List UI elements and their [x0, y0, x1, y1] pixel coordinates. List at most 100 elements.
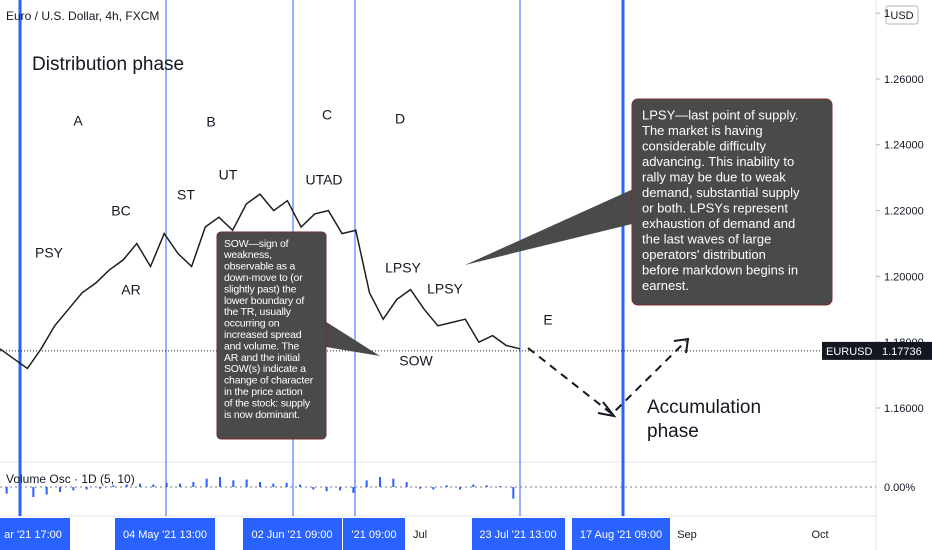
- note-line: increased spread: [224, 329, 302, 341]
- note-line: LPSY—last point of supply.: [642, 107, 799, 122]
- y-tick-label: 1.16000: [884, 403, 924, 415]
- event-label: ST: [177, 187, 195, 203]
- symbol: EURUSD: [826, 346, 873, 358]
- event-label: LPSY: [427, 281, 463, 297]
- volume-bar: [379, 477, 381, 487]
- volume-bar: [165, 482, 168, 487]
- volume-bar: [232, 480, 235, 487]
- volume-bar: [272, 483, 275, 487]
- x-tick-label: ar '21 17:00: [4, 529, 62, 541]
- note-line: the TR, usually: [224, 306, 292, 318]
- callout-pointer: [465, 186, 640, 265]
- volume-bar: [285, 482, 288, 487]
- x-tick-label: Jul: [413, 529, 427, 541]
- volume-bar: [219, 477, 221, 487]
- volume-bar: [59, 487, 61, 492]
- volume-bar: [139, 483, 141, 487]
- phase-label: E: [543, 312, 552, 328]
- price-box: [876, 341, 932, 360]
- note-line: operators' distribution: [642, 247, 766, 262]
- arrowhead: [673, 337, 690, 354]
- note-line: change of character: [224, 375, 314, 387]
- volume-tick-label: 0.00%: [884, 482, 915, 494]
- volume-bar: [19, 487, 21, 496]
- arrowhead: [597, 401, 617, 418]
- note-line: rally may be due to weak: [642, 169, 786, 184]
- note-line: The market is having: [642, 123, 763, 138]
- volume-bar: [339, 487, 341, 491]
- note-line: demand, substantial supply: [642, 185, 800, 200]
- volume-bar: [325, 487, 328, 492]
- event-label: LPSY: [385, 260, 421, 276]
- note-line: down-move to (or: [224, 272, 303, 284]
- note-line: of the stock: supply: [224, 397, 311, 409]
- volume-bar: [259, 482, 261, 487]
- note-line: earnest.: [642, 278, 689, 293]
- price-line: [0, 193, 521, 370]
- volume-bar: [112, 485, 115, 487]
- event-label: UT: [219, 167, 238, 183]
- volume-bar: [499, 486, 501, 487]
- y-tick-label: 1.20000: [884, 271, 924, 283]
- note-line: and volume. The: [224, 340, 299, 352]
- volume-bar: [152, 484, 155, 487]
- note-line: SOW—sign of: [224, 238, 289, 250]
- projection: [527, 340, 687, 416]
- volume-bar: [99, 487, 101, 489]
- accumulation-label: phase: [647, 421, 699, 442]
- x-tick-label: 23 Jul '21 13:00: [479, 529, 556, 541]
- x-tick-label: 02 Jun '21 09:00: [251, 529, 332, 541]
- currency-box: [885, 5, 919, 25]
- volume-bar: [392, 478, 395, 487]
- note-line: lower boundary of: [224, 295, 304, 307]
- y-tick-label: 1.22000: [884, 205, 924, 217]
- lpsy-note: [631, 98, 833, 306]
- x-tick-label: Oct: [811, 529, 828, 541]
- note-line: is now dominant.: [224, 409, 300, 421]
- volume-bar: [405, 482, 408, 487]
- note-line: exhaustion of demand and: [642, 216, 795, 231]
- volume-bar: [512, 487, 515, 499]
- y-tick-label: 1.24000: [884, 140, 924, 152]
- event-label: UTAD: [305, 172, 342, 188]
- volume-bar: [312, 487, 315, 490]
- x-tick-label: '21 09:00: [352, 529, 397, 541]
- volume-bar: [32, 487, 35, 497]
- phase-label: D: [395, 111, 405, 127]
- x-tick-label: Sep: [677, 529, 697, 541]
- x-label-box: [472, 518, 565, 550]
- note-line: before markdown begins in: [642, 262, 798, 277]
- x-label-box: [0, 518, 70, 550]
- chart-title: Euro / U.S. Dollar, 4h, FXCM: [6, 9, 159, 23]
- accumulation-label: Accumulation: [647, 397, 761, 418]
- price-label: 1.17736: [882, 346, 922, 358]
- phase-label: C: [322, 107, 332, 123]
- callout-pointer: [320, 318, 380, 356]
- event-label: AR: [121, 282, 140, 298]
- volume-bar: [192, 482, 195, 487]
- volume-bar: [5, 487, 8, 494]
- y-tick-label: 1: [884, 8, 890, 20]
- volume-bar: [205, 478, 208, 487]
- note-line: or both. LPSYs represent: [642, 200, 788, 215]
- volume-bar: [72, 487, 75, 491]
- volume-bar: [459, 487, 461, 490]
- volume-bar: [365, 480, 368, 487]
- note-line: in the price action: [224, 386, 303, 398]
- event-label: SOW: [399, 353, 433, 369]
- sow-note: [216, 231, 327, 440]
- volume-bar: [125, 484, 128, 487]
- symbol-box: [822, 341, 876, 360]
- phase-label: B: [206, 114, 215, 130]
- currency: USD: [890, 10, 913, 22]
- note-line: occurring on: [224, 318, 280, 330]
- volume-bar: [85, 487, 88, 490]
- x-tick-label: 04 May '21 13:00: [123, 529, 207, 541]
- x-label-box: [243, 518, 342, 550]
- note-line: observable as a: [224, 261, 295, 273]
- phase-label: A: [73, 113, 83, 129]
- note-line: SOW(s) indicate a: [224, 363, 306, 375]
- x-label-box: [572, 518, 670, 550]
- volume-title: Volume Osc · 1D (5, 10): [6, 472, 135, 486]
